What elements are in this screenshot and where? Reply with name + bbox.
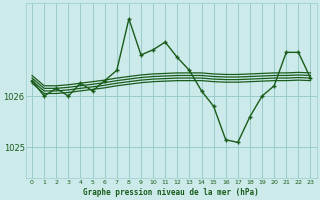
X-axis label: Graphe pression niveau de la mer (hPa): Graphe pression niveau de la mer (hPa) [84,188,259,197]
